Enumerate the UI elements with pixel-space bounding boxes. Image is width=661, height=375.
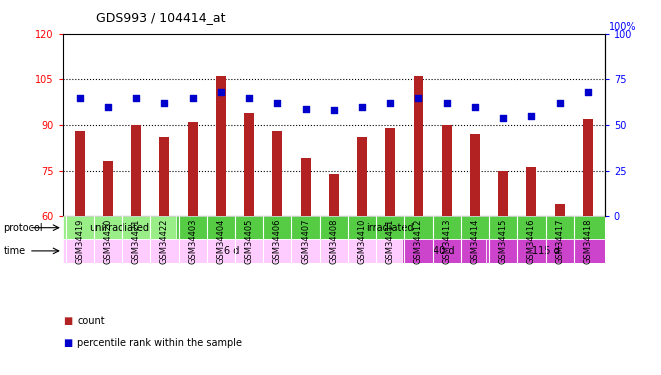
Text: unirradiated: unirradiated (89, 223, 149, 233)
Bar (486, 239, 605, 262)
Text: percentile rank within the sample: percentile rank within the sample (77, 338, 243, 348)
Bar (63, 216, 176, 239)
Text: GSM34418: GSM34418 (584, 219, 592, 264)
Text: GSM34413: GSM34413 (442, 219, 451, 264)
Point (244, 94, 254, 100)
Point (159, 100, 170, 106)
Point (357, 104, 368, 110)
Text: GSM34408: GSM34408 (329, 219, 338, 264)
Text: GSM34404: GSM34404 (216, 219, 225, 264)
Text: GSM34411: GSM34411 (386, 219, 395, 264)
Bar (216, 76, 226, 216)
Text: GSM34417: GSM34417 (555, 219, 564, 264)
Bar (470, 134, 480, 216)
Point (75, 94, 85, 100)
Point (272, 100, 283, 106)
Text: GSM34416: GSM34416 (527, 219, 536, 264)
Text: count: count (77, 316, 105, 326)
Bar (272, 131, 282, 216)
Bar (583, 119, 593, 216)
Bar (402, 239, 486, 262)
Text: GSM34412: GSM34412 (414, 219, 423, 264)
Point (131, 94, 141, 100)
Text: GSM34419: GSM34419 (75, 219, 84, 264)
Text: GDS993 / 104414_at: GDS993 / 104414_at (96, 11, 225, 24)
Bar (159, 137, 169, 216)
Bar (188, 122, 198, 216)
Bar (414, 76, 424, 216)
Text: GSM34407: GSM34407 (301, 219, 310, 264)
Bar (301, 158, 311, 216)
Text: GSM34415: GSM34415 (498, 219, 508, 264)
Bar (176, 216, 605, 239)
Point (413, 94, 424, 100)
Point (555, 100, 565, 106)
Text: time: time (3, 246, 25, 256)
Bar (555, 204, 564, 216)
Bar (132, 125, 141, 216)
Bar (385, 128, 395, 216)
Bar (75, 131, 85, 216)
Bar (526, 168, 536, 216)
Point (102, 104, 113, 110)
Bar (244, 113, 254, 216)
Text: 6 d: 6 d (225, 246, 240, 256)
Text: 100%: 100% (609, 22, 637, 32)
Text: 115 d: 115 d (531, 246, 559, 256)
Text: 40 d: 40 d (433, 246, 455, 256)
Text: GSM34420: GSM34420 (104, 219, 112, 264)
Text: irradiated: irradiated (366, 223, 414, 233)
Point (300, 105, 311, 111)
Point (215, 89, 226, 95)
Text: GSM34406: GSM34406 (273, 219, 282, 264)
Point (470, 104, 481, 110)
Point (329, 107, 339, 113)
Point (526, 113, 537, 119)
Bar (498, 171, 508, 216)
Bar (442, 125, 451, 216)
Text: GSM34410: GSM34410 (358, 219, 367, 264)
Text: ■: ■ (63, 338, 72, 348)
Text: GSM34403: GSM34403 (188, 219, 197, 264)
Point (442, 100, 452, 106)
Bar (329, 174, 338, 216)
Text: ■: ■ (63, 316, 72, 326)
Point (187, 94, 198, 100)
Point (498, 115, 508, 121)
Point (385, 100, 395, 106)
Text: GSM34414: GSM34414 (471, 219, 479, 264)
Bar (103, 161, 113, 216)
Text: GSM34421: GSM34421 (132, 219, 141, 264)
Text: GSM34422: GSM34422 (160, 219, 169, 264)
Bar (357, 137, 367, 216)
Point (582, 89, 593, 95)
Text: GSM34405: GSM34405 (245, 219, 254, 264)
Text: protocol: protocol (3, 223, 43, 233)
Bar (63, 239, 402, 262)
